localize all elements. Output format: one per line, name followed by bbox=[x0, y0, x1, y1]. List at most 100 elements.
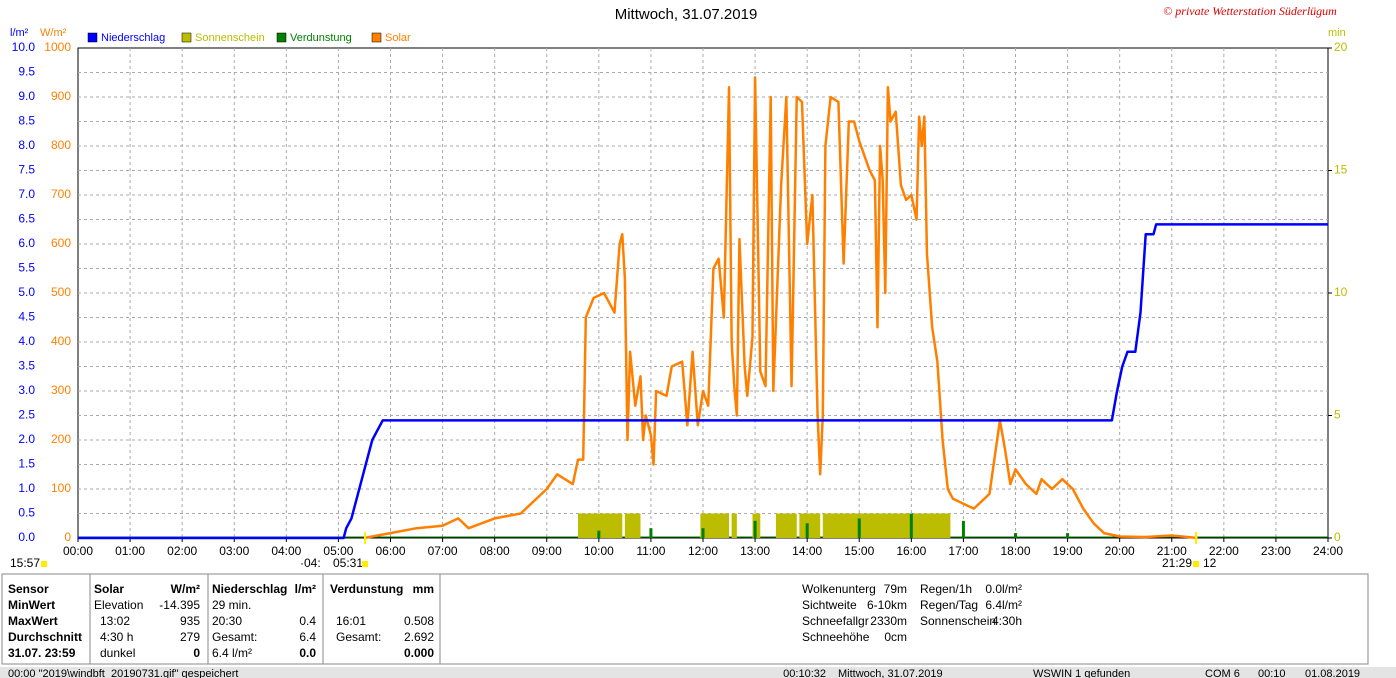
table-cell: MinWert bbox=[8, 598, 55, 612]
y-tick-label: 5.0 bbox=[18, 285, 35, 299]
y3-tick-label: 15 bbox=[1334, 163, 1348, 177]
y2-axis-unit: W/m² bbox=[40, 27, 67, 39]
sun-marker bbox=[362, 561, 368, 567]
y-tick-label: 4.0 bbox=[18, 334, 35, 348]
table-cell: 20:30 bbox=[212, 614, 242, 628]
y2-tick-label: 500 bbox=[51, 285, 71, 299]
sunshine-bar bbox=[731, 513, 737, 538]
table-cell: Elevation bbox=[94, 598, 143, 612]
status-text: COM 6 bbox=[1205, 668, 1240, 678]
annotation: 12 bbox=[1203, 556, 1217, 570]
y2-tick-label: 600 bbox=[51, 236, 71, 250]
y2-tick-label: 0 bbox=[64, 530, 71, 544]
x-tick-label: 24:00 bbox=[1313, 544, 1343, 558]
y-tick-label: 2.0 bbox=[18, 432, 35, 446]
annotation: ·04: bbox=[300, 556, 321, 570]
x-tick-label: 13:00 bbox=[740, 544, 770, 558]
annotation: 21:29 bbox=[1162, 556, 1192, 570]
y-tick-label: 7.0 bbox=[18, 187, 35, 201]
info-value: 79m bbox=[884, 582, 907, 596]
info-value: 0.0l/m² bbox=[985, 582, 1022, 596]
y2-tick-label: 400 bbox=[51, 334, 71, 348]
table-cell: 6.4 l/m² bbox=[212, 646, 252, 660]
x-tick-label: 05:00 bbox=[323, 544, 353, 558]
y3-tick-label: 5 bbox=[1334, 408, 1341, 422]
y2-tick-label: 100 bbox=[51, 481, 71, 495]
sun-marker bbox=[41, 561, 47, 567]
y2-tick-label: 800 bbox=[51, 138, 71, 152]
table-cell: 0 bbox=[193, 646, 200, 660]
table-cell: 13:02 bbox=[100, 614, 130, 628]
info-label: Schneefallgr bbox=[802, 614, 869, 628]
y-tick-label: 4.5 bbox=[18, 310, 35, 324]
legend-label: Solar bbox=[385, 32, 411, 44]
x-tick-label: 15:00 bbox=[844, 544, 874, 558]
evaporation-spike bbox=[909, 513, 913, 538]
x-tick-label: 18:00 bbox=[1000, 544, 1030, 558]
y-tick-label: 8.0 bbox=[18, 138, 35, 152]
y3-tick-label: 10 bbox=[1334, 285, 1348, 299]
y-tick-label: 3.5 bbox=[18, 359, 35, 373]
precipitation-line bbox=[78, 223, 1328, 540]
table-cell: 31.07. 23:59 bbox=[8, 646, 76, 660]
stats-panel bbox=[1, 573, 1369, 665]
table-cell: dunkel bbox=[100, 646, 135, 660]
y-tick-label: 9.5 bbox=[18, 65, 35, 79]
table-cell: 279 bbox=[180, 630, 200, 644]
legend-label: Verdunstung bbox=[290, 32, 352, 44]
x-tick-label: 04:00 bbox=[271, 544, 301, 558]
table-cell: MaxWert bbox=[8, 614, 58, 628]
evaporation-spike bbox=[1066, 533, 1070, 538]
status-text: 01.08.2019 bbox=[1305, 668, 1360, 678]
table-cell: 29 min. bbox=[212, 598, 251, 612]
y-tick-label: 3.0 bbox=[18, 383, 35, 397]
x-tick-label: 22:00 bbox=[1209, 544, 1239, 558]
legend-swatch bbox=[181, 32, 192, 43]
sunshine-bar bbox=[624, 513, 641, 538]
legend-label: Sonnenschein bbox=[195, 32, 265, 44]
table-cell: 16:01 bbox=[336, 614, 366, 628]
evaporation-spike bbox=[597, 530, 601, 538]
y3-axis-unit: min bbox=[1328, 27, 1346, 39]
y-tick-label: 1.5 bbox=[18, 457, 35, 471]
y-tick-label: 10.0 bbox=[12, 40, 36, 54]
y3-tick-label: 0 bbox=[1334, 530, 1341, 544]
y-axis-unit: l/m² bbox=[10, 27, 29, 39]
table-cell: 0.508 bbox=[404, 614, 434, 628]
table-cell: Gesamt: bbox=[336, 630, 381, 644]
x-tick-label: 16:00 bbox=[896, 544, 926, 558]
y2-tick-label: 300 bbox=[51, 383, 71, 397]
table-cell: Gesamt: bbox=[212, 630, 257, 644]
status-text: 00:10:32 bbox=[783, 668, 826, 678]
evaporation-spike bbox=[649, 528, 653, 538]
evaporation-spike bbox=[701, 528, 705, 538]
table-header: Niederschlag bbox=[212, 582, 287, 596]
x-tick-label: 00:00 bbox=[63, 544, 93, 558]
x-tick-label: 11:00 bbox=[636, 544, 665, 558]
evaporation-spike bbox=[961, 520, 965, 538]
y-tick-label: 8.5 bbox=[18, 114, 35, 128]
info-value: 6-10km bbox=[867, 598, 907, 612]
legend-swatch bbox=[87, 32, 98, 43]
solar-line bbox=[364, 76, 1198, 540]
info-value: 4:30h bbox=[992, 614, 1022, 628]
table-header: Verdunstung bbox=[330, 582, 403, 596]
y-tick-label: 0.0 bbox=[18, 530, 35, 544]
status-text: Mittwoch, 31.07.2019 bbox=[838, 668, 943, 678]
x-tick-label: 09:00 bbox=[532, 544, 562, 558]
table-header: Sensor bbox=[8, 582, 49, 596]
y-tick-label: 9.0 bbox=[18, 89, 35, 103]
info-label: Sichtweite bbox=[802, 598, 857, 612]
y2-tick-label: 700 bbox=[51, 187, 71, 201]
table-cell: Durchschnitt bbox=[8, 630, 82, 644]
x-tick-label: 03:00 bbox=[219, 544, 249, 558]
x-tick-label: 02:00 bbox=[167, 544, 197, 558]
x-tick-label: 07:00 bbox=[428, 544, 458, 558]
x-tick-label: 06:00 bbox=[375, 544, 405, 558]
table-cell: 935 bbox=[180, 614, 200, 628]
legend-swatch bbox=[276, 32, 287, 43]
x-tick-label: 01:00 bbox=[115, 544, 145, 558]
credit: © private Wetterstation Süderlügum bbox=[1163, 4, 1337, 18]
info-label: Wolkenunterg bbox=[802, 582, 876, 596]
